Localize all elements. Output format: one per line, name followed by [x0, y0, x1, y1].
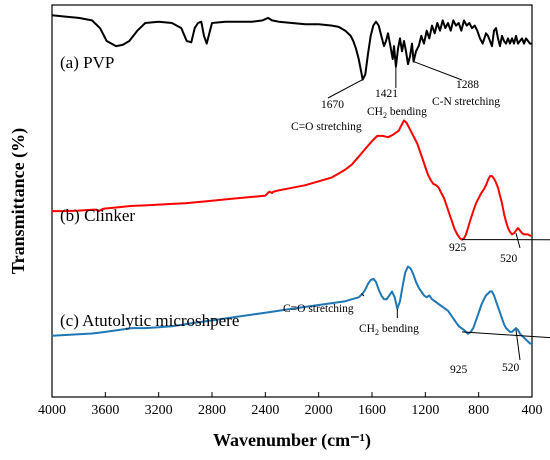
x-tick-label: 2400: [251, 403, 279, 418]
leader-micro-520: [515, 329, 521, 361]
x-tick-label: 4000: [38, 403, 66, 418]
annotation-pvp-1421: 1421: [375, 88, 398, 100]
series-label-clinker: (b) Clinker: [60, 206, 135, 225]
x-tick-label: 800: [468, 403, 489, 418]
annotation-leaders: [327, 61, 550, 361]
x-tick-label: 1200: [411, 403, 439, 418]
x-tick-label: 3200: [145, 403, 173, 418]
annotation-pvp-cn-stretching: C-N stretching: [432, 96, 500, 108]
leader-micro-925: [461, 331, 550, 339]
annotation-pvp-1670: 1670: [321, 99, 344, 111]
annotation-pvp-1288: 1288: [456, 79, 479, 91]
annotation-micro-co-stretching: C=O stretching: [283, 303, 354, 315]
x-axis-ticks: 4000 3600 3200 2800 2400 2000 1600 1200 800 400: [38, 392, 543, 418]
series-label-pvp: (a) PVP: [60, 53, 114, 72]
leader-micro-co: [360, 293, 365, 297]
y-axis-title: Transmittance (%): [8, 128, 29, 274]
x-axis-title: Wavenumber (cm⁻¹): [213, 430, 371, 451]
plot-frame: [51, 4, 533, 398]
x-tick-label: 3600: [91, 403, 119, 418]
series-line-pvp: [51, 14, 532, 81]
series-layer: [51, 14, 532, 345]
annotation-pvp-ch2-bending: CH2 bending: [367, 106, 427, 120]
annotation-clinker-520: 520: [500, 253, 518, 265]
leader-pvp-1670: [327, 79, 363, 99]
x-tick-label: 2000: [305, 403, 333, 418]
annotation-micro-925: 925: [450, 364, 468, 376]
x-tick-label: 2800: [198, 403, 226, 418]
annotation-micro-ch2-bending: CH2 bending: [359, 323, 419, 337]
annotation-pvp-co-stretching: C=O stretching: [291, 121, 362, 133]
leader-clinker-520: [515, 233, 521, 249]
x-tick-label: 1600: [358, 403, 386, 418]
x-tick-label: 400: [522, 403, 543, 418]
annotation-micro-520: 520: [502, 362, 520, 374]
series-line-microsphere: [51, 265, 532, 345]
leader-pvp-1288: [413, 61, 463, 81]
annotation-clinker-925: 925: [449, 242, 467, 254]
series-label-microsphere: (c) Atutolytic microshpere: [60, 311, 239, 330]
series-line-clinker: [52, 119, 532, 241]
